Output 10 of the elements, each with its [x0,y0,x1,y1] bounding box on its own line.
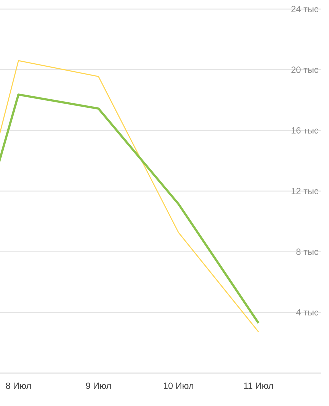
x-tick-label: 8 Июл [6,382,31,390]
y-tick-label: 4 тыс [296,309,319,316]
y-tick-label: 12 тыс [292,188,319,194]
y-tick-label: 8 тыс [296,248,319,256]
x-tick-label: 9 Июл [86,382,111,390]
x-tick-label: 10 Июл [164,382,194,390]
y-tick-label: 20 тыс [292,66,319,74]
x-tick-label: 11 Июл [244,382,274,390]
y-tick-label: 24 тыс [292,6,319,12]
y-tick-label: 16 тыс [292,127,319,134]
